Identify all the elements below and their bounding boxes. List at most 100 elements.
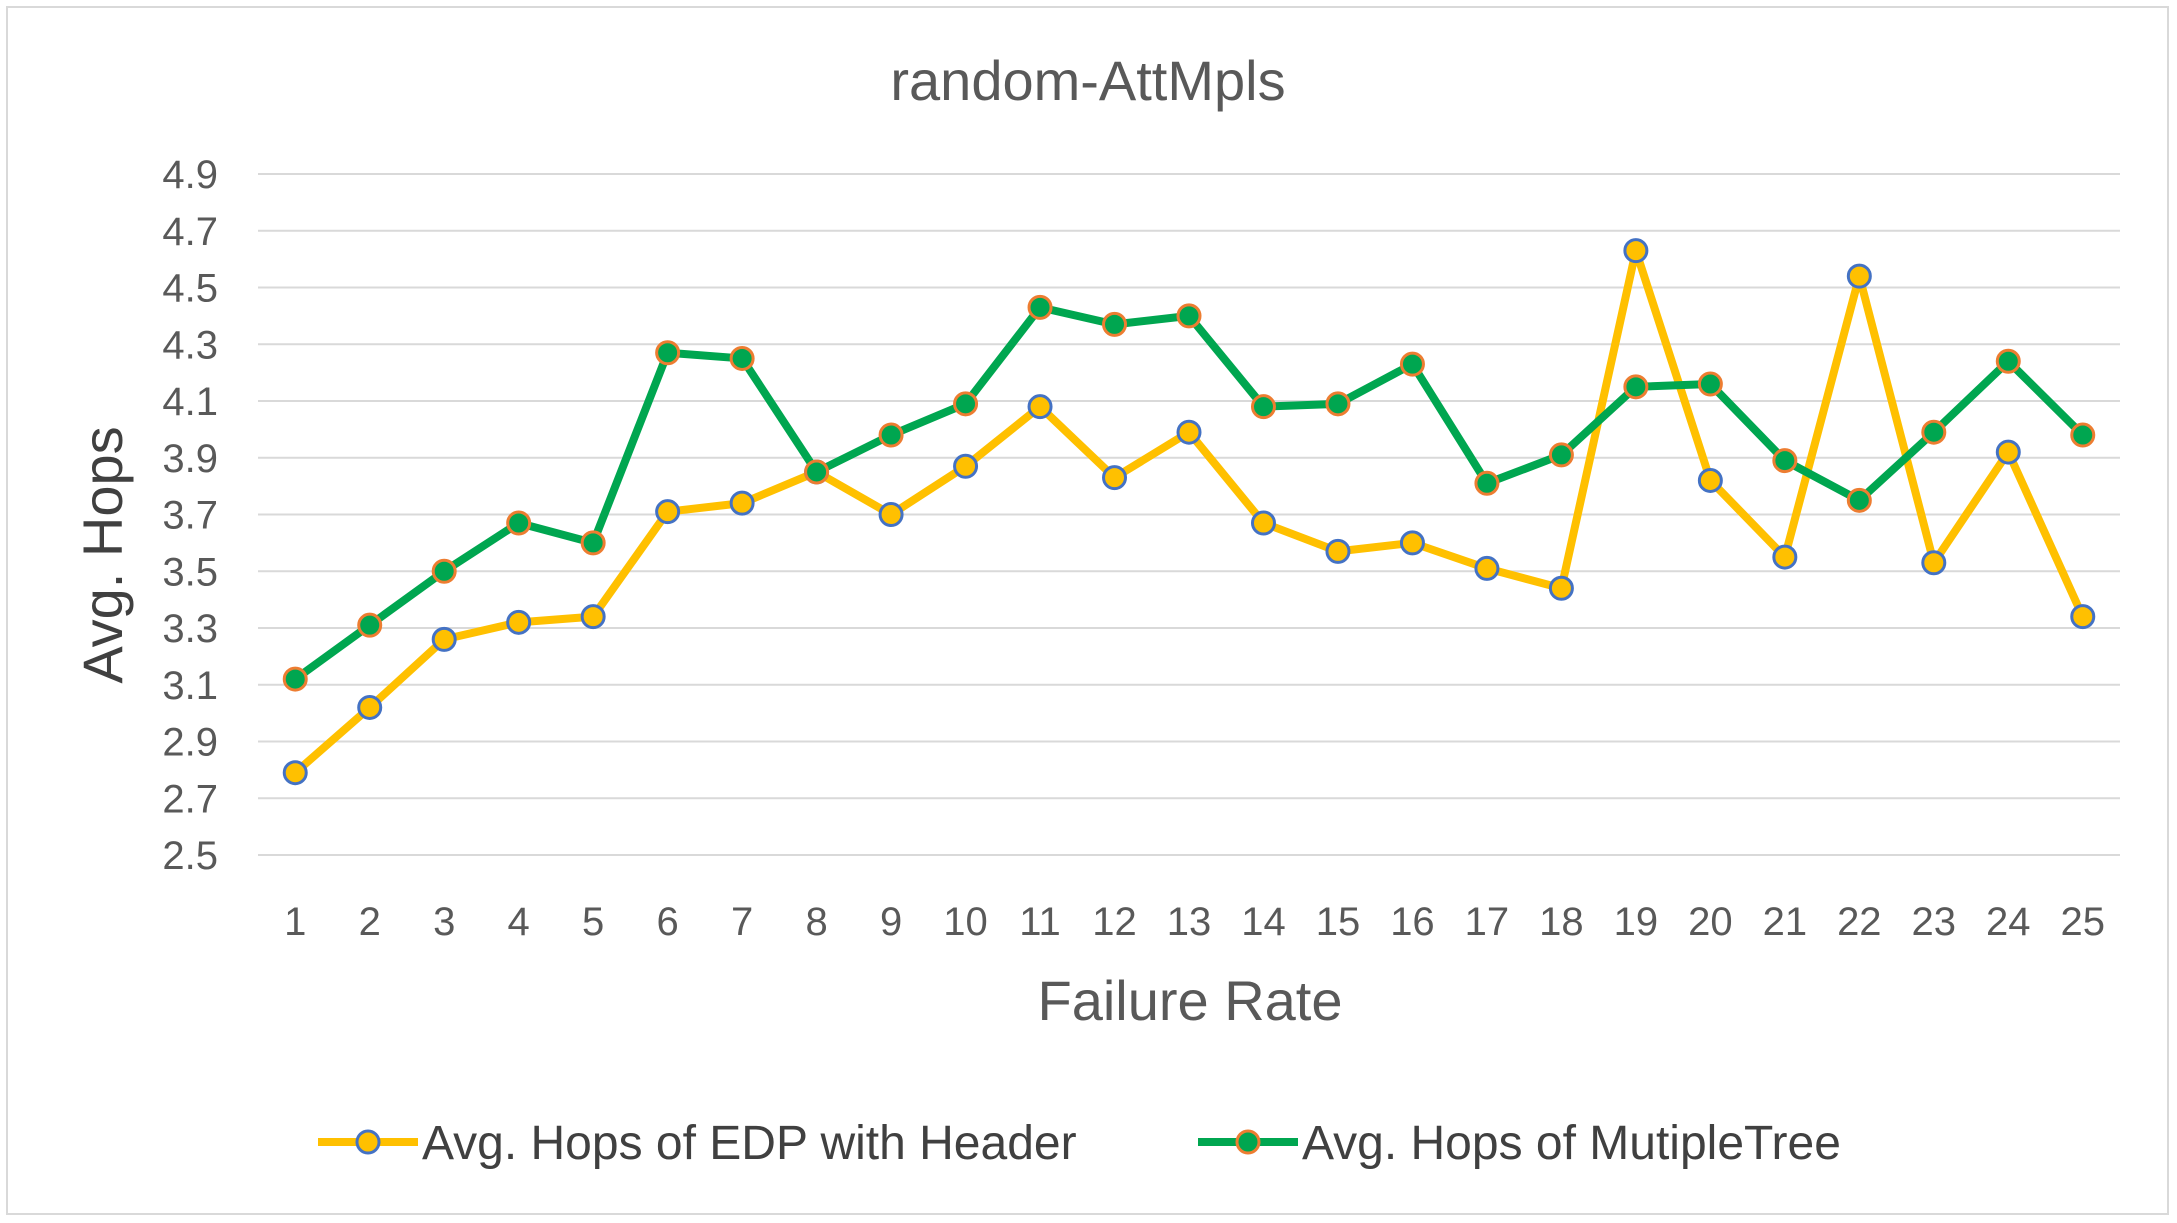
data-point [2070, 422, 2096, 448]
y-tick-label: 3.5 [162, 550, 218, 594]
data-point [1623, 374, 1649, 400]
data-point [1548, 442, 1574, 468]
data-point [1697, 371, 1723, 397]
data-point [1250, 394, 1276, 420]
legend-swatch-marker [355, 1129, 381, 1155]
data-point [357, 612, 383, 638]
y-tick-label: 3.1 [162, 664, 218, 708]
data-point [1250, 510, 1276, 536]
x-tick-label: 20 [1688, 900, 1733, 944]
legend-swatch-marker [1235, 1129, 1261, 1155]
x-tick-label: 15 [1316, 900, 1361, 944]
y-tick-label: 4.7 [162, 210, 218, 254]
y-tick-label: 4.3 [162, 323, 218, 367]
x-tick-labels: 1 2 3 4 5 6 7 8 9 10 11 12 13 14 15 16 17 18 19 20 21 22 23 24 2… [284, 900, 2105, 944]
chart-frame [6, 6, 2169, 1215]
legend: Avg. Hops of EDP with Header Avg. Hops of… [318, 1117, 1841, 1170]
data-point [580, 530, 606, 556]
x-tick-label: 21 [1763, 900, 1808, 944]
gridlines [258, 173, 2120, 856]
data-point [506, 510, 532, 536]
data-point [1846, 487, 1872, 513]
data-point [1995, 348, 2021, 374]
data-point [357, 694, 383, 720]
data-point [1102, 465, 1128, 491]
x-tick-label: 3 [433, 900, 455, 944]
data-point [1027, 394, 1053, 420]
data-point [655, 499, 681, 525]
data-point [1772, 544, 1798, 570]
y-tick-label: 4.1 [162, 380, 218, 424]
data-point [282, 760, 308, 786]
data-point [1697, 467, 1723, 493]
x-tick-label: 14 [1241, 900, 1286, 944]
x-tick-label: 23 [1912, 900, 1957, 944]
series-1 [282, 238, 2096, 786]
series-line [292, 303, 2086, 683]
series-line [292, 246, 2087, 776]
y-tick-label: 3.7 [162, 494, 218, 538]
x-tick-label: 25 [2061, 900, 2106, 944]
data-point [1921, 550, 1947, 576]
x-tick-label: 11 [1019, 900, 1061, 944]
data-point [1474, 470, 1500, 496]
x-tick-label: 8 [805, 900, 827, 944]
x-tick-label: 24 [1986, 900, 2031, 944]
data-point [1176, 303, 1202, 329]
x-tick-label: 22 [1837, 900, 1882, 944]
y-tick-label: 2.9 [162, 721, 218, 765]
x-tick-label: 9 [880, 900, 902, 944]
series-2 [282, 294, 2096, 692]
data-point [655, 340, 681, 366]
chart-title: random-AttMpls [890, 49, 1285, 112]
x-tick-label: 4 [508, 900, 530, 944]
data-point [1325, 538, 1351, 564]
legend-label: Avg. Hops of EDP with Header [422, 1117, 1077, 1170]
x-tick-label: 5 [582, 900, 604, 944]
data-point [729, 345, 755, 371]
data-point [431, 626, 457, 652]
data-point [953, 453, 979, 479]
x-tick-label: 7 [731, 900, 753, 944]
legend-entry-2: Avg. Hops of MutipleTree [1198, 1117, 1841, 1170]
y-axis-label: Avg. Hops [71, 426, 134, 683]
data-point [804, 459, 830, 485]
data-point [1102, 311, 1128, 337]
x-tick-label: 19 [1614, 900, 1659, 944]
data-point [878, 502, 904, 527]
data-point [1623, 238, 1649, 264]
data-point [580, 604, 606, 630]
data-point [1548, 575, 1574, 601]
x-tick-label: 12 [1092, 900, 1137, 944]
legend-label: Avg. Hops of MutipleTree [1302, 1117, 1841, 1170]
data-point [1399, 530, 1425, 556]
data-point [1176, 419, 1202, 445]
data-point [506, 609, 532, 635]
y-tick-label: 4.5 [162, 267, 218, 311]
y-tick-label: 2.7 [162, 777, 218, 821]
data-point [1846, 263, 1872, 289]
x-tick-label: 16 [1390, 900, 1435, 944]
y-tick-label: 3.9 [162, 437, 218, 481]
y-tick-label: 2.5 [162, 834, 218, 878]
y-tick-label: 3.3 [162, 607, 218, 651]
data-point [1772, 448, 1798, 474]
data-point [1921, 419, 1947, 445]
x-tick-label: 13 [1167, 900, 1212, 944]
data-point [282, 666, 308, 692]
data-point [953, 391, 979, 417]
series-group [282, 238, 2096, 786]
x-tick-label: 18 [1539, 900, 1584, 944]
data-point [1399, 351, 1425, 377]
x-tick-label: 6 [657, 900, 679, 944]
x-tick-label: 17 [1465, 900, 1510, 944]
data-point [1325, 391, 1351, 417]
data-point [878, 422, 904, 448]
data-point [729, 490, 755, 516]
data-point [1995, 439, 2021, 465]
data-point [2070, 604, 2096, 630]
data-point [1027, 294, 1053, 320]
y-tick-labels: 2.5 2.7 2.9 3.1 3.3 3.5 3.7 3.9 4.1 4.3 4.5 4.7 4.9 [162, 153, 218, 878]
x-axis-label: Failure Rate [1037, 969, 1342, 1032]
